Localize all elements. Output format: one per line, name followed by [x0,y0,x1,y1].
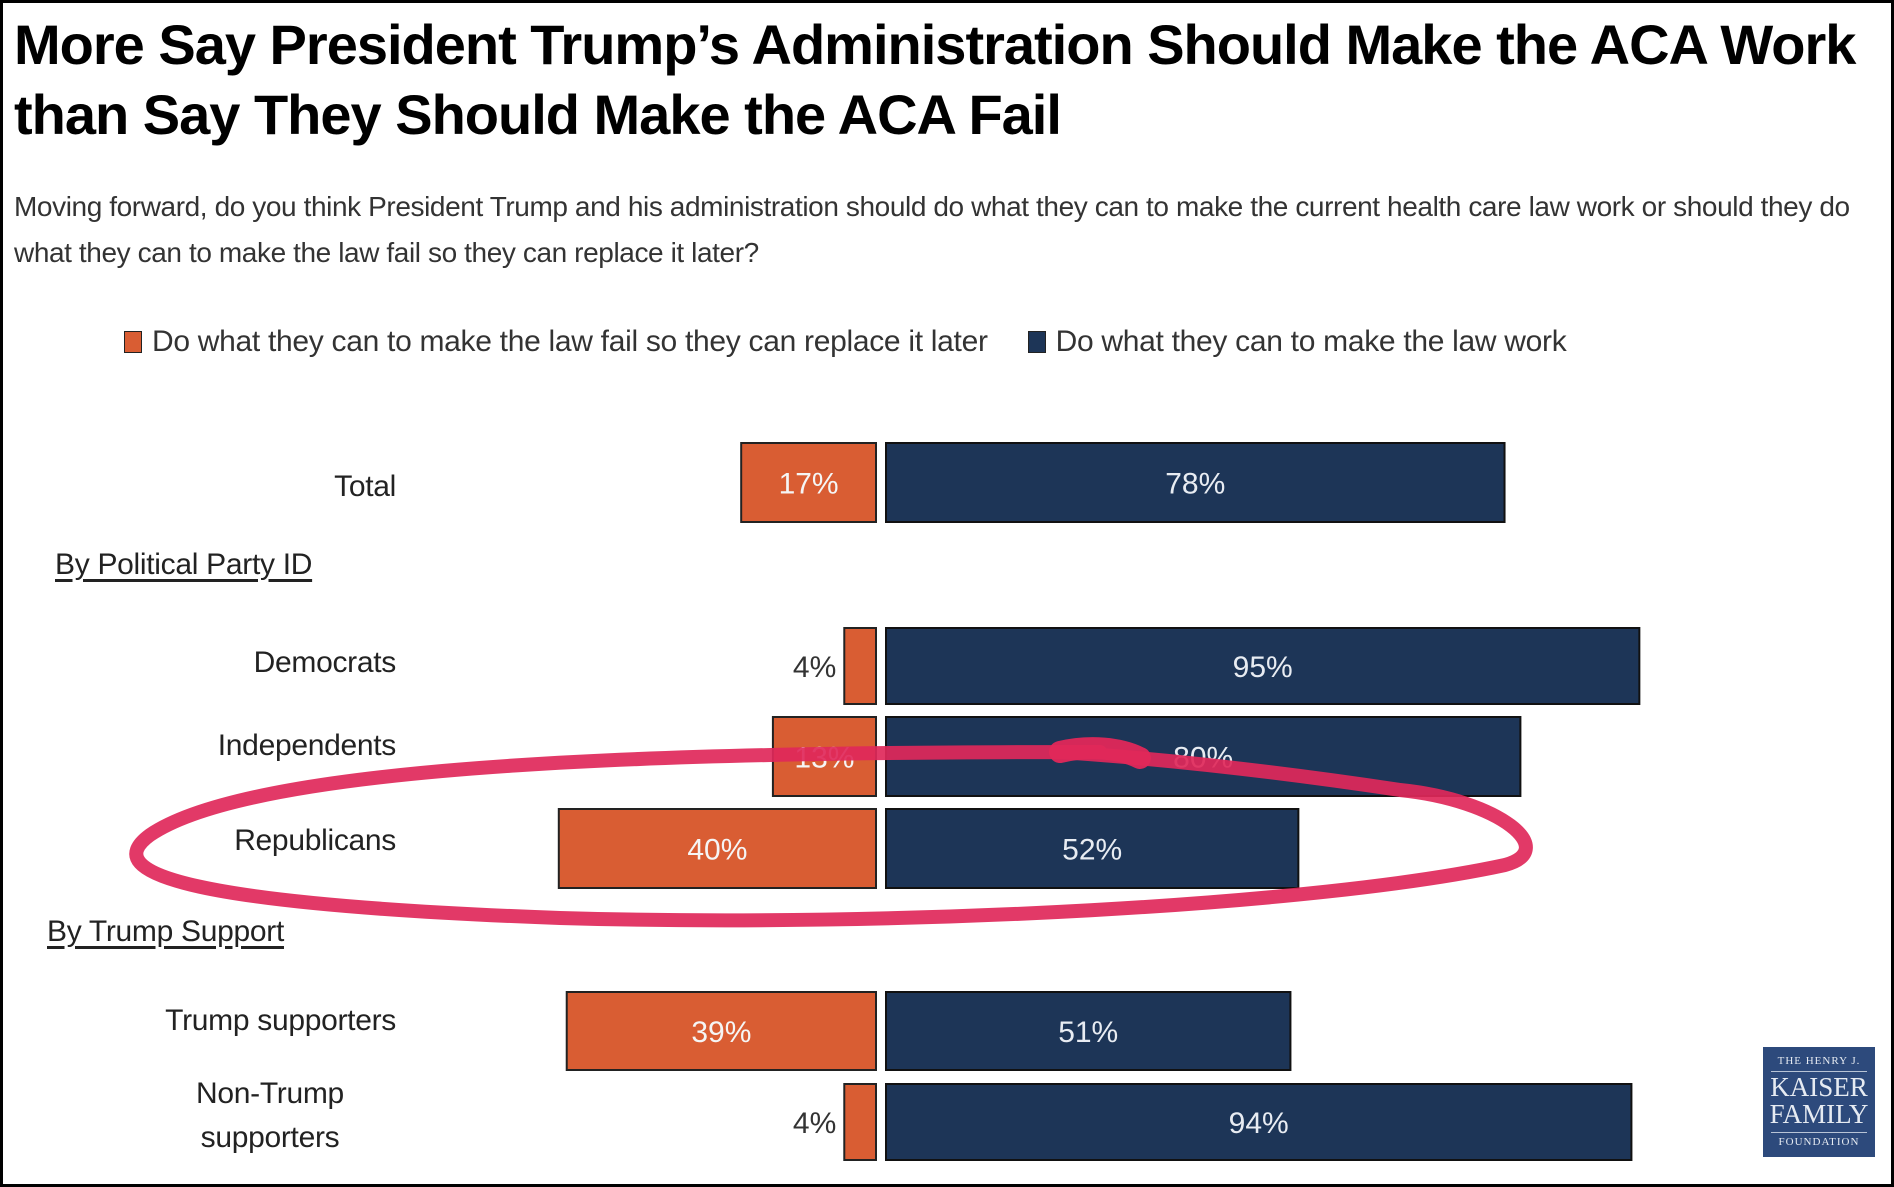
legend-swatch-fail [124,331,142,353]
bar-label-work-total: 78% [1165,468,1225,501]
category-label-total: Total [334,470,396,503]
category-label-independents: Independents [217,729,397,762]
logo-line-4: FOUNDATION [1778,1136,1860,1148]
legend-swatch-work [1027,331,1046,353]
bar-work-democrats [885,627,1641,705]
legend-item-fail: Do what they can to make the law fail so… [124,325,988,359]
bar-work-republicans [885,808,1300,889]
chart-title: More Say President Trump’s Administratio… [14,13,1856,146]
logo-rule-bottom [1771,1132,1867,1133]
bar-fail-total [740,442,877,523]
bar-fail-non-trump-supporters [843,1083,878,1161]
bar-label-work-trump-supporters: 51% [1058,1016,1118,1049]
logo-line-1: THE HENRY J. [1777,1055,1861,1067]
legend-item-work: Do what they can to make the law work [1027,325,1567,359]
legend-label-work: Do what they can to make the law work [1055,325,1567,358]
legend-label-fail: Do what they can to make the law fail so… [152,325,988,358]
bar-label-fail-trump-supporters: 39% [691,1016,751,1049]
annotation-ellipse [129,737,1533,928]
category-label-democrats: Democrats [253,646,397,679]
bar-work-non-trump-supporters [885,1083,1633,1161]
bar-label-fail-republicans: 40% [687,834,747,867]
bar-label-fail-total: 17% [779,468,839,501]
annotation-stroke-overlap [1049,737,1151,769]
legend: Do what they can to make the law fail so… [124,322,1606,362]
kff-logo: THE HENRY J. KAISER FAMILY FOUNDATION [1763,1047,1875,1157]
bar-label-fail-democrats: 4% [793,651,836,684]
bar-label-work-democrats: 95% [1233,651,1293,684]
chart-subtitle: Moving forward, do you think President T… [14,191,1850,268]
bar-work-total [885,442,1506,523]
category-label-non-trump-supporters: Non-Trump supporters [196,1077,344,1154]
annotation-stroke-main [129,745,1533,928]
bar-work-trump-supporters [885,991,1292,1071]
bar-fail-trump-supporters [565,991,877,1071]
logo-line-2: KAISER [1770,1072,1868,1102]
category-label-republicans: Republicans [234,824,396,857]
logo-rule-top [1771,1071,1867,1072]
section-heading-trump: By Trump Support [47,915,284,948]
bar-fail-republicans [557,808,877,889]
category-label-trump-supporters: Trump supporters [165,1004,396,1037]
bar-label-work-republicans: 52% [1062,834,1122,867]
bar-label-work-non-trump-supporters: 94% [1229,1107,1289,1140]
section-heading-party: By Political Party ID [55,548,313,581]
bar-label-fail-non-trump-supporters: 4% [793,1107,836,1140]
bar-fail-democrats [843,627,878,705]
logo-line-3: FAMILY [1769,1099,1869,1129]
